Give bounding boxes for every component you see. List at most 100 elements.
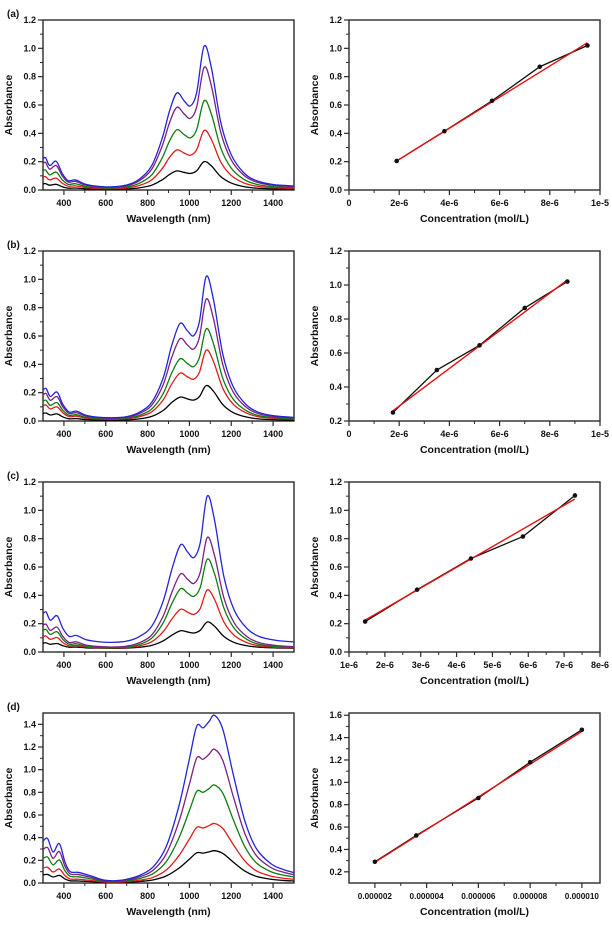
svg-text:1000: 1000: [179, 660, 199, 670]
svg-text:0.6: 0.6: [23, 562, 36, 572]
svg-text:1200: 1200: [221, 429, 241, 439]
svg-text:0.8: 0.8: [23, 787, 36, 797]
spectrum-svg: 400 600 800 1000 1200 1400 0.0 0.2 0.4 0.6 0.8 1.0 1…: [3, 477, 295, 687]
svg-text:1400: 1400: [263, 891, 283, 901]
svg-text:0.6: 0.6: [329, 822, 342, 832]
svg-text:1.0: 1.0: [23, 43, 36, 53]
svg-text:Concentration (mol/L): Concentration (mol/L): [420, 906, 529, 918]
svg-text:0.2: 0.2: [23, 388, 36, 398]
panel-label-a: (a): [7, 9, 20, 20]
svg-text:0.0: 0.0: [23, 416, 36, 426]
svg-text:1.2: 1.2: [329, 755, 342, 765]
calibration-svg: 0.000002 0.000004 0.000006 0.000008 0.000010…: [309, 710, 601, 918]
svg-text:800: 800: [140, 660, 155, 670]
svg-text:Concentration (mol/L): Concentration (mol/L): [420, 675, 529, 687]
svg-text:8e-6: 8e-6: [591, 660, 609, 670]
svg-text:1.2: 1.2: [329, 477, 342, 487]
svg-text:0.8: 0.8: [23, 72, 36, 82]
svg-text:0.4: 0.4: [329, 382, 342, 392]
svg-text:400: 400: [56, 891, 71, 901]
svg-text:1.0: 1.0: [329, 280, 342, 290]
spectrum-chart-b: 400 600 800 1000 1200 1400 0.0 0.2 0.4 0.6 0.8 1.0 1…: [0, 231, 306, 462]
svg-text:Wavelength (nm): Wavelength (nm): [126, 675, 210, 687]
svg-text:0.000004: 0.000004: [410, 892, 445, 901]
svg-text:4e-6: 4e-6: [440, 429, 458, 439]
calibration-chart-b: 0 2e-6 4e-6 6e-6 8e-6 1e-5 0.2 0.4 0.6 0.8 1.0 1.2 C…: [306, 231, 612, 462]
svg-text:1.2: 1.2: [329, 15, 342, 25]
svg-text:Absorbance: Absorbance: [3, 306, 15, 367]
svg-text:6e-6: 6e-6: [519, 660, 537, 670]
svg-text:4e-6: 4e-6: [440, 198, 458, 208]
svg-text:600: 600: [98, 891, 113, 901]
svg-text:1400: 1400: [263, 429, 283, 439]
svg-text:0.6: 0.6: [23, 100, 36, 110]
spectrum-svg: 400 600 800 1000 1200 1400 0.0 0.2 0.4 0.6 0.8 1.0 1…: [3, 15, 295, 225]
svg-text:7e-6: 7e-6: [555, 660, 573, 670]
svg-text:800: 800: [140, 891, 155, 901]
svg-text:Absorbance: Absorbance: [309, 537, 321, 598]
svg-text:0.8: 0.8: [329, 314, 342, 324]
svg-text:1.2: 1.2: [23, 477, 36, 487]
spectrum-chart-d: 400 600 800 1000 1200 1400 0.0 0.2 0.4 0.6 0.8 1.0 1…: [0, 693, 306, 924]
svg-text:Absorbance: Absorbance: [309, 768, 321, 829]
svg-text:0.6: 0.6: [329, 348, 342, 358]
svg-text:0.2: 0.2: [23, 619, 36, 629]
svg-text:0.4: 0.4: [23, 833, 36, 843]
svg-text:600: 600: [98, 660, 113, 670]
svg-text:400: 400: [56, 198, 71, 208]
svg-text:Wavelength (nm): Wavelength (nm): [126, 444, 210, 456]
panel-label-d: (d): [7, 702, 20, 713]
svg-text:0.0: 0.0: [329, 185, 342, 195]
svg-text:Concentration (mol/L): Concentration (mol/L): [420, 444, 529, 456]
svg-text:1.0: 1.0: [329, 43, 342, 53]
svg-text:1.0: 1.0: [329, 777, 342, 787]
calibration-svg: 1e-6 2e-6 3e-6 4e-6 5e-6 6e-6 7e-6 8e-6 0.0 0.2 0.…: [309, 477, 609, 687]
panel-row-c: (c) 400 600 800 1000 1200 1400 0.0 0.2 0.4 0.6 0.8…: [0, 462, 612, 693]
svg-text:0.4: 0.4: [23, 590, 36, 600]
svg-text:0.8: 0.8: [23, 303, 36, 313]
svg-text:0: 0: [346, 429, 351, 439]
svg-text:Absorbance: Absorbance: [3, 768, 15, 829]
svg-text:1.2: 1.2: [23, 15, 36, 25]
svg-text:1400: 1400: [263, 198, 283, 208]
svg-text:0.6: 0.6: [23, 331, 36, 341]
svg-text:0.0: 0.0: [23, 878, 36, 888]
calibration-chart-d: 0.000002 0.000004 0.000006 0.000008 0.000010…: [306, 693, 612, 924]
svg-text:0.4: 0.4: [329, 590, 342, 600]
panel-row-a: (a) 400 600 800 1000 1200 1400 0.0 0.2 0.4 0.6 0.8…: [0, 0, 612, 231]
calibration-chart-c: 1e-6 2e-6 3e-6 4e-6 5e-6 6e-6 7e-6 8e-6 0.0 0.2 0.…: [306, 462, 612, 693]
svg-text:0.4: 0.4: [23, 128, 36, 138]
svg-text:0: 0: [346, 198, 351, 208]
svg-text:Absorbance: Absorbance: [309, 75, 321, 136]
panel-row-b: (b) 400 600 800 1000 1200 1400 0.0 0.2 0.4 0.6 0.8…: [0, 231, 612, 462]
svg-text:0.6: 0.6: [329, 562, 342, 572]
svg-text:0.000008: 0.000008: [513, 892, 548, 901]
svg-text:0.000006: 0.000006: [461, 892, 496, 901]
svg-text:0.2: 0.2: [329, 416, 342, 426]
svg-text:0.0: 0.0: [329, 647, 342, 657]
svg-text:Absorbance: Absorbance: [3, 75, 15, 136]
svg-text:1.0: 1.0: [23, 505, 36, 515]
svg-text:0.000010: 0.000010: [565, 892, 600, 901]
svg-text:Absorbance: Absorbance: [3, 537, 15, 598]
svg-text:400: 400: [56, 660, 71, 670]
svg-text:0.6: 0.6: [23, 810, 36, 820]
calibration-chart-a: 0 2e-6 4e-6 6e-6 8e-6 1e-5 0.0 0.2 0.4 0.6 0.8 1.0 1…: [306, 0, 612, 231]
svg-text:1.0: 1.0: [329, 505, 342, 515]
svg-text:1000: 1000: [179, 198, 199, 208]
svg-text:0.0: 0.0: [23, 647, 36, 657]
svg-text:0.4: 0.4: [23, 359, 36, 369]
spectrum-chart-a: 400 600 800 1000 1200 1400 0.0 0.2 0.4 0.6 0.8 1.0 1…: [0, 0, 306, 231]
svg-text:0.8: 0.8: [329, 72, 342, 82]
svg-text:3e-6: 3e-6: [412, 660, 430, 670]
svg-text:8e-6: 8e-6: [541, 198, 559, 208]
svg-text:6e-6: 6e-6: [491, 429, 509, 439]
svg-text:0.2: 0.2: [329, 157, 342, 167]
svg-text:5e-6: 5e-6: [483, 660, 501, 670]
svg-text:0.2: 0.2: [329, 619, 342, 629]
svg-text:Wavelength (nm): Wavelength (nm): [126, 213, 210, 225]
panel-label-b: (b): [7, 240, 20, 251]
svg-text:1.6: 1.6: [329, 710, 342, 720]
svg-text:0.2: 0.2: [23, 157, 36, 167]
